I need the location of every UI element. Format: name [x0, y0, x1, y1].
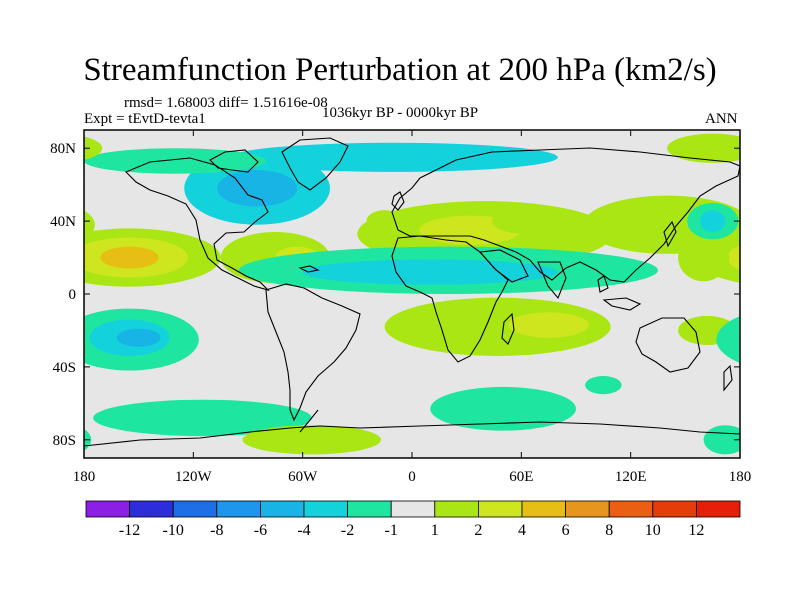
colorbar-swatch: [303, 500, 348, 518]
x-tick-label: 60E: [509, 469, 533, 485]
x-tick-label: 180: [729, 469, 752, 485]
x-tick-label: 120W: [175, 469, 213, 485]
colorbar-swatch: [390, 500, 436, 518]
colorbar-swatch: [216, 500, 261, 518]
x-tick-label: 60W: [288, 469, 318, 485]
anomaly-region: [242, 425, 382, 455]
colorbar-label: -4: [297, 522, 310, 539]
colorbar-swatch: [521, 500, 566, 518]
anomaly-region: [84, 148, 267, 174]
axes: 180 120W 60W 0 60E 120E 180 80N 40N 0 40S 80S: [50, 130, 751, 485]
y-tick-label: 80N: [50, 141, 76, 157]
anomaly-region: [100, 246, 159, 269]
colorbar: -12 -10 -8 -6 -4 -2 -1 1 2 4 6 8 10 12: [85, 500, 741, 539]
colorbar-label: 1: [431, 522, 439, 539]
anomaly-region: [740, 148, 800, 174]
colorbar-swatch: [172, 500, 218, 518]
colorbar-label: -10: [163, 522, 184, 539]
chart-title: Streamfunction Perturbation at 200 hPa (…: [83, 52, 717, 88]
period-line: 1036kyr BP - 0000kyr BP: [322, 105, 479, 121]
colorbar-label: 12: [688, 522, 704, 539]
y-tick-label: 40S: [53, 360, 76, 376]
anomaly-region: [727, 245, 740, 271]
x-tick-label: 120E: [615, 469, 647, 485]
x-tick-label: 180: [73, 469, 96, 485]
anomaly-region: [492, 208, 558, 234]
colorbar-swatch: [434, 500, 479, 518]
colorbar-label: 6: [562, 522, 570, 539]
y-tick-label: 0: [69, 287, 77, 303]
colorbar-swatch: [259, 500, 305, 518]
anomaly-region: [508, 312, 589, 338]
anomaly-region: [716, 316, 740, 363]
season-label: ANN: [705, 111, 738, 127]
colorbar-label: -1: [385, 522, 398, 539]
colorbar-label: -8: [210, 522, 223, 539]
colorbar-label: 4: [518, 522, 526, 539]
colorbar-swatch: [608, 500, 654, 518]
anomaly-region: [667, 133, 740, 163]
coastlines: [84, 137, 740, 447]
colorbar-label: -12: [119, 522, 140, 539]
colorbar-label: 10: [645, 522, 661, 539]
experiment-line: Expt = tEvtD-tevta1: [84, 111, 206, 127]
anomaly-region: [84, 136, 103, 160]
y-tick-label: 80S: [53, 433, 76, 449]
colorbar-label: -6: [254, 522, 267, 539]
x-tick-label: 0: [408, 469, 416, 485]
anomaly-region: [217, 170, 298, 207]
anomaly-region: [229, 142, 558, 172]
colorbar-swatch: [652, 500, 697, 518]
colorbar-swatch: [129, 500, 174, 518]
colorbar-label: 8: [605, 522, 613, 539]
colorbar-label: 2: [474, 522, 482, 539]
anomaly-region: [678, 233, 730, 282]
colorbar-swatch: [347, 500, 392, 518]
anomaly-region: [384, 297, 611, 356]
anomaly-region: [302, 259, 558, 285]
colorbar-swatch: [85, 500, 130, 518]
anomaly-region: [699, 210, 726, 233]
anomaly-region: [93, 399, 312, 437]
anomaly-region: [84, 210, 95, 240]
colorbar-swatch: [565, 500, 610, 518]
colorbar-swatch: [477, 500, 523, 518]
anomaly-region: [585, 376, 622, 395]
colorbar-label: -2: [341, 522, 354, 539]
anomaly-region: [116, 328, 161, 347]
y-tick-label: 40N: [50, 214, 76, 230]
stats-line: rmsd= 1.68003 diff= 1.51616e-08: [124, 95, 328, 111]
anomaly-region: [430, 386, 576, 431]
colorbar-swatch: [696, 500, 741, 518]
